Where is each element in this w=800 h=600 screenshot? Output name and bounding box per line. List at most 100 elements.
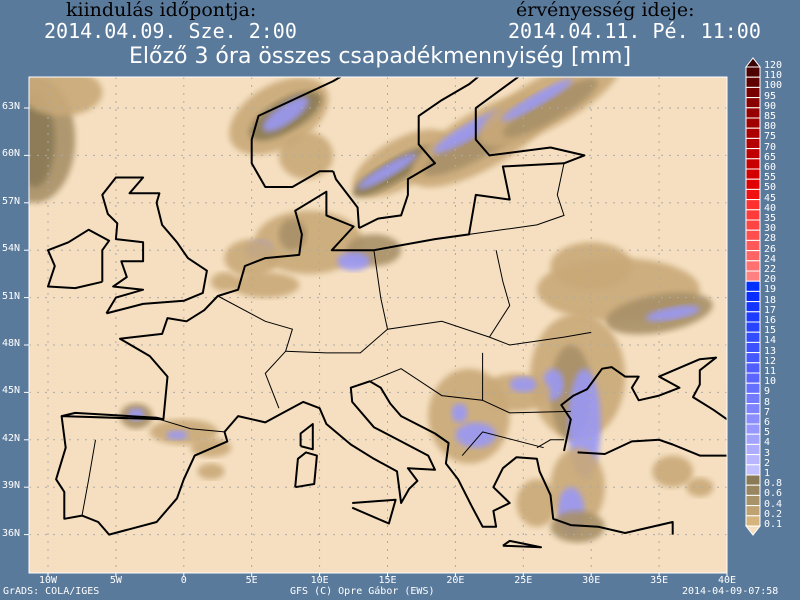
legend-color-box	[745, 301, 761, 313]
footer-timestamp: 2014-04-09-07:58	[682, 586, 779, 597]
legend-color-box	[745, 413, 761, 425]
legend-color-box	[745, 148, 761, 160]
lat-tick-label: 45N	[2, 385, 21, 397]
coastline	[577, 438, 727, 457]
legend-level-label: 65	[764, 151, 777, 163]
legend-level-label: 4	[764, 437, 771, 449]
legend-color-box	[745, 188, 761, 201]
valid-time-value: 2014.04.11. Pé. 11:00	[508, 19, 761, 43]
precip-area	[210, 272, 239, 292]
legend-color-box	[745, 158, 761, 170]
coastline	[358, 77, 480, 229]
coastline	[502, 539, 542, 549]
legend-color-box	[745, 178, 761, 190]
coastline	[250, 77, 343, 188]
precip-area	[357, 153, 418, 190]
coastline	[101, 176, 208, 315]
legend-level-label: 1	[764, 468, 771, 479]
legend-color-box	[745, 168, 761, 180]
legend-color-box	[745, 311, 761, 323]
legend-color-box	[745, 362, 761, 374]
legend-level-label: 16	[764, 315, 777, 326]
lon-tick-label: 10E	[310, 575, 329, 586]
legend-color-box	[745, 321, 761, 333]
country-border	[482, 399, 571, 414]
lat-tick-label: 63N	[2, 101, 21, 112]
legend-level-label: 0.1	[764, 519, 783, 530]
legend-level-label: 14	[764, 335, 777, 347]
legend-color-box	[745, 107, 761, 119]
legend-level-label: 85	[764, 111, 777, 122]
lon-tick-label: 15E	[378, 575, 397, 586]
precip-area	[451, 403, 468, 423]
lat-tick-label: 60N	[2, 148, 21, 160]
precip-area	[231, 272, 300, 298]
legend-level-label: 75	[764, 131, 777, 143]
legend-level-label: 24	[764, 253, 777, 265]
legend-color-box	[745, 270, 761, 282]
country-border	[488, 250, 511, 338]
legend-color-box	[745, 382, 761, 394]
legend-color-box	[745, 423, 761, 435]
legend-level-label: 8	[764, 396, 771, 408]
country-border	[461, 431, 544, 456]
legend-level-label: 19	[764, 284, 777, 296]
legend-level-label: 20	[764, 274, 777, 286]
precip-area	[278, 131, 334, 180]
legend-level-label: 28	[764, 233, 777, 245]
init-time-label: kiindulás időpontja:	[66, 0, 257, 21]
legend-level-label: 18	[764, 294, 777, 306]
legend-color-box	[745, 433, 761, 445]
legend-level-label: 60	[764, 162, 777, 173]
legend-level-label: 6	[764, 417, 771, 428]
legend-color-box	[745, 250, 761, 262]
precip-area	[337, 251, 370, 271]
coastline	[55, 380, 674, 536]
legend-color-box	[745, 372, 761, 384]
country-border	[369, 352, 484, 401]
precip-area	[686, 477, 714, 497]
precip-area	[29, 77, 103, 116]
legend-color-box	[745, 505, 761, 517]
legend-color-box	[745, 352, 761, 364]
precip-area	[652, 455, 694, 488]
legend-level-label: 12	[764, 355, 777, 367]
legend-color-box	[745, 209, 761, 221]
legend-level-label: 2	[764, 457, 771, 469]
valid-time-label: érvényesség ideje:	[516, 0, 695, 21]
legend-level-label: 0.8	[764, 478, 783, 490]
legend-level-label: 70	[764, 141, 777, 153]
legend-color-box	[745, 443, 761, 456]
map-layer	[29, 77, 727, 573]
legend-color-box	[745, 280, 761, 292]
legend-level-label: 17	[764, 304, 777, 316]
legend-level-label: 35	[764, 213, 777, 224]
legend-color-box	[745, 494, 761, 507]
country-border	[373, 250, 388, 330]
coastline	[332, 170, 360, 229]
footer-credit: GFS (C) Opre Gábor (EWS)	[290, 586, 435, 597]
lat-tick-label: 42N	[2, 432, 21, 444]
legend-color-box	[745, 229, 761, 241]
legend-level-label: 10	[764, 376, 777, 388]
legend-level-label: 40	[764, 202, 777, 214]
lat-tick-label: 48N	[2, 338, 21, 349]
lon-tick-label: 25E	[514, 575, 533, 586]
precip-area	[455, 422, 497, 448]
lon-tick-label: 35E	[650, 575, 669, 586]
legend-color-box	[745, 331, 761, 343]
legend-level-label: 110	[764, 70, 783, 82]
legend-color-box	[745, 127, 761, 139]
legend-color-box	[745, 260, 761, 272]
coastline	[299, 423, 314, 451]
legend-color-box	[745, 97, 761, 109]
legend-level-label: 50	[764, 182, 777, 194]
lon-tick-label: 20E	[446, 575, 465, 586]
lon-tick-label: 10W	[38, 575, 58, 586]
lat-tick-label: 54N	[2, 243, 21, 255]
coastline	[351, 498, 397, 525]
precip-area	[501, 79, 573, 122]
precip-area	[166, 430, 188, 440]
legend-level-label: 100	[764, 80, 783, 92]
lon-tick-label: 0	[180, 575, 187, 586]
